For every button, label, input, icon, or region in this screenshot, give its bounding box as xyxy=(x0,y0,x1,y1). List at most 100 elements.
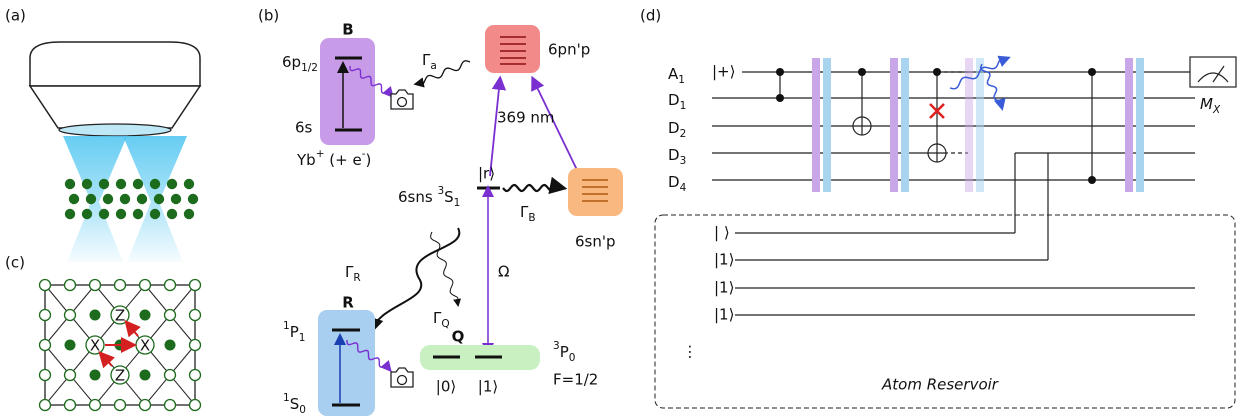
data-qubit xyxy=(65,400,76,411)
atom xyxy=(188,194,198,204)
stabilizer-label: Z xyxy=(115,307,125,325)
atom xyxy=(99,179,109,189)
atom xyxy=(120,194,130,204)
decay-gamma-q xyxy=(431,232,459,305)
state-label: F=1/2 xyxy=(553,371,598,389)
atom xyxy=(65,209,75,219)
text-part: 4 xyxy=(680,182,687,194)
atom xyxy=(65,179,75,189)
data-qubit xyxy=(190,400,201,411)
text-part: 1 xyxy=(678,74,685,86)
decay-gamma-r xyxy=(372,228,459,330)
ket-label: |0⟩ xyxy=(436,378,456,396)
text-part: 3 xyxy=(553,340,560,352)
pulse xyxy=(1136,58,1144,192)
atom xyxy=(116,209,126,219)
text-part: 1 xyxy=(680,100,687,112)
data-qubit xyxy=(40,340,51,351)
ancilla-atom xyxy=(90,310,101,321)
red-arrow xyxy=(127,323,138,336)
state-label: 6sns 3S1 xyxy=(398,185,460,209)
ellipsis: ⋮ xyxy=(683,343,698,361)
atom xyxy=(99,209,109,219)
ion-letter: B xyxy=(342,21,353,39)
data-qubit xyxy=(140,400,151,411)
pulse xyxy=(976,58,984,192)
atom xyxy=(116,179,126,189)
wire-label: A1 xyxy=(668,65,685,87)
ancilla-atom xyxy=(165,340,176,351)
text-part: (+ e xyxy=(325,151,362,169)
text-part: X xyxy=(1212,104,1221,116)
state-label: 1P1 xyxy=(283,320,305,344)
control-dot xyxy=(858,68,866,76)
atom xyxy=(184,209,194,219)
wavelength-label: 369 nm xyxy=(497,109,555,127)
text-part: 1/2 xyxy=(301,62,318,74)
panel-label: (a) xyxy=(5,7,26,25)
text-part: M xyxy=(1200,95,1213,113)
rate-label: ΓR xyxy=(345,263,361,285)
ancilla-atom xyxy=(140,310,151,321)
control-dot xyxy=(1088,68,1096,76)
state-label: 6sn'p xyxy=(575,233,616,251)
pulse xyxy=(890,58,898,192)
atom xyxy=(103,194,113,204)
text-part: D xyxy=(668,119,680,137)
atom xyxy=(167,209,177,219)
wire-label: D3 xyxy=(668,146,686,168)
ket-label: |1⟩ xyxy=(714,306,734,324)
control-dot xyxy=(933,68,941,76)
ket-label: |r⟩ xyxy=(478,165,495,183)
control-dot xyxy=(776,68,784,76)
atom xyxy=(167,179,177,189)
objective-lens xyxy=(59,124,171,136)
atom xyxy=(133,209,143,219)
state-label: 6s xyxy=(295,119,313,137)
qubit-letter: Q xyxy=(452,328,465,346)
atom xyxy=(82,209,92,219)
rate-label: ΓQ xyxy=(433,309,450,331)
wire-label: D1 xyxy=(668,91,686,113)
rate-label: Γa xyxy=(422,51,437,73)
data-qubit xyxy=(65,280,76,291)
lower-box xyxy=(568,168,623,216)
state-label: 6pn'p xyxy=(548,41,590,59)
figure: (a)(b)(c)(d)ZXXZB6p1/26sYb+ (+ e-)Γa6pn'… xyxy=(0,0,1239,418)
stabilizer-label: X xyxy=(140,337,150,355)
rate-label: ΓB xyxy=(520,203,536,225)
data-qubit xyxy=(40,280,51,291)
upper-box xyxy=(485,25,540,73)
data-qubit xyxy=(90,280,101,291)
text-part: 1 xyxy=(283,320,290,332)
objective-housing xyxy=(30,42,200,86)
readout-letter: R xyxy=(342,294,354,312)
state-label: 6p1/2 xyxy=(282,53,318,75)
stabilizer-label: X xyxy=(90,337,100,355)
text-part: 6sns xyxy=(398,188,437,206)
text-part: P xyxy=(560,343,569,361)
text-part: D xyxy=(668,173,680,191)
text-part: Yb xyxy=(296,151,316,169)
reservoir-label: Atom Reservoir xyxy=(881,376,999,394)
data-qubit xyxy=(40,310,51,321)
data-qubit xyxy=(165,370,176,381)
text-part: 3 xyxy=(680,155,687,167)
text-part: + xyxy=(316,148,325,160)
data-qubit xyxy=(115,400,126,411)
atom xyxy=(150,179,160,189)
data-qubit xyxy=(165,400,176,411)
red-arrow xyxy=(101,354,112,366)
text-part: ) xyxy=(365,151,371,169)
text-part: S xyxy=(444,188,454,206)
text-part: S xyxy=(290,395,300,413)
data-qubit xyxy=(140,280,151,291)
readout-box xyxy=(318,310,375,416)
pulse xyxy=(901,58,909,192)
measurement-label: MX xyxy=(1200,95,1221,117)
text-part: 0 xyxy=(299,404,306,416)
atom xyxy=(184,179,194,189)
atom xyxy=(171,194,181,204)
rabi-label: Ω xyxy=(498,263,509,281)
text-part: 0 xyxy=(569,352,576,364)
